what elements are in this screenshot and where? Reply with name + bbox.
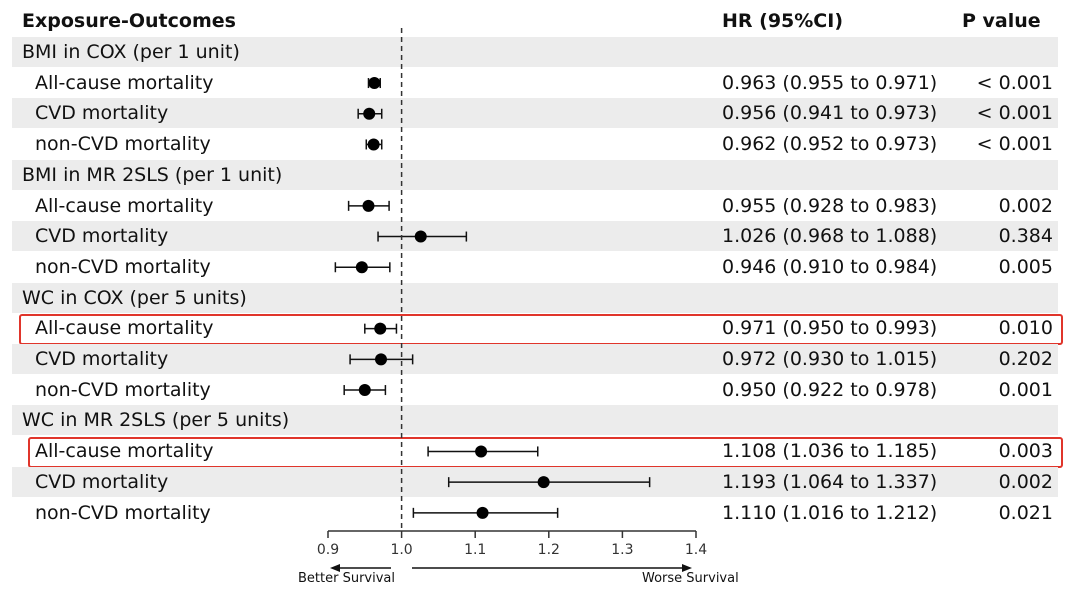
hr-point [414,230,427,243]
x-tick-label: 0.9 [317,542,339,558]
better-arrow-head [330,564,340,572]
group-label: BMI in COX (per 1 unit) [22,41,240,63]
p-value: < 0.001 [976,71,1053,94]
group-label: WC in COX (per 5 units) [22,286,247,309]
highlight-box [28,437,1063,468]
p-value: 0.384 [998,225,1053,248]
row-stripe [12,37,1058,67]
p-value: 0.010 [998,317,1053,340]
worse-survival-label: Worse Survival [642,571,739,586]
outcome-label: All-cause mortality [35,194,214,217]
hr-value: 1.110 (1.016 to 1.212) [722,501,938,524]
p-value: 0.005 [998,255,1053,278]
p-value: 0.001 [998,378,1053,401]
outcome-label: All-cause mortality [35,71,214,94]
outcome-label: CVD mortality [35,102,169,125]
hr-value: 0.972 (0.930 to 1.015) [722,348,938,370]
row-stripe [12,221,1058,252]
outcome-label: non-CVD mortality [35,133,211,156]
column-header-exposure: Exposure-Outcomes [22,10,236,32]
hr-point [367,138,380,151]
highlight-box [19,314,1063,345]
row-stripe [12,344,1058,374]
outcome-label: All-cause mortality [35,317,214,340]
hr-value: 0.950 (0.922 to 0.978) [722,378,938,401]
row-stripe [12,98,1058,129]
hr-value: 0.971 (0.950 to 0.993) [722,317,938,340]
hr-value: 1.193 (1.064 to 1.337) [722,470,938,493]
hr-point [362,199,375,212]
hr-value: 0.946 (0.910 to 0.984) [722,255,938,278]
hr-point [537,476,550,489]
hr-point [358,384,371,397]
x-tick-label: 1.2 [538,542,560,558]
row-stripe [12,282,1058,313]
column-header-p-value: P value [962,10,1041,32]
column-header-hr: HR (95%CI) [722,10,844,32]
x-tick-label: 1.3 [611,542,633,558]
outcome-label: CVD mortality [35,225,169,248]
outcome-label: non-CVD mortality [35,501,211,524]
hr-point [476,506,489,519]
outcome-label: non-CVD mortality [35,378,211,401]
hr-point [374,353,387,366]
p-value: < 0.001 [976,133,1053,156]
x-tick-label: 1.1 [464,542,486,558]
hr-value: 1.026 (0.968 to 1.088) [722,225,938,248]
outcome-label: CVD mortality [35,348,169,370]
p-value: 0.021 [998,501,1053,524]
outcome-label: non-CVD mortality [35,255,211,278]
better-survival-label: Better Survival [298,571,395,586]
worse-arrow-head [682,564,692,572]
outcome-label: All-cause mortality [35,440,214,463]
hr-value: 0.963 (0.955 to 0.971) [722,71,938,94]
hr-point [368,77,381,90]
hr-value: 1.108 (1.036 to 1.185) [722,440,938,463]
p-value: 0.202 [998,348,1053,370]
hr-point [475,445,488,458]
hr-value: 0.956 (0.941 to 0.973) [722,102,938,125]
x-tick-label: 1.0 [390,542,412,558]
group-label: WC in MR 2SLS (per 5 units) [22,409,290,432]
outcome-label: CVD mortality [35,470,169,493]
p-value: < 0.001 [976,102,1053,125]
p-value: 0.003 [998,440,1053,463]
hr-point [355,261,368,274]
row-stripe [12,405,1058,436]
row-stripe [12,159,1058,190]
p-value: 0.002 [998,194,1053,217]
group-label: BMI in MR 2SLS (per 1 unit) [22,163,283,186]
x-tick-label: 1.4 [685,542,707,558]
hr-point [363,107,376,120]
p-value: 0.002 [998,470,1053,493]
hr-value: 0.955 (0.928 to 0.983) [722,194,938,217]
hr-point [374,322,387,335]
hr-value: 0.962 (0.952 to 0.973) [722,133,938,156]
